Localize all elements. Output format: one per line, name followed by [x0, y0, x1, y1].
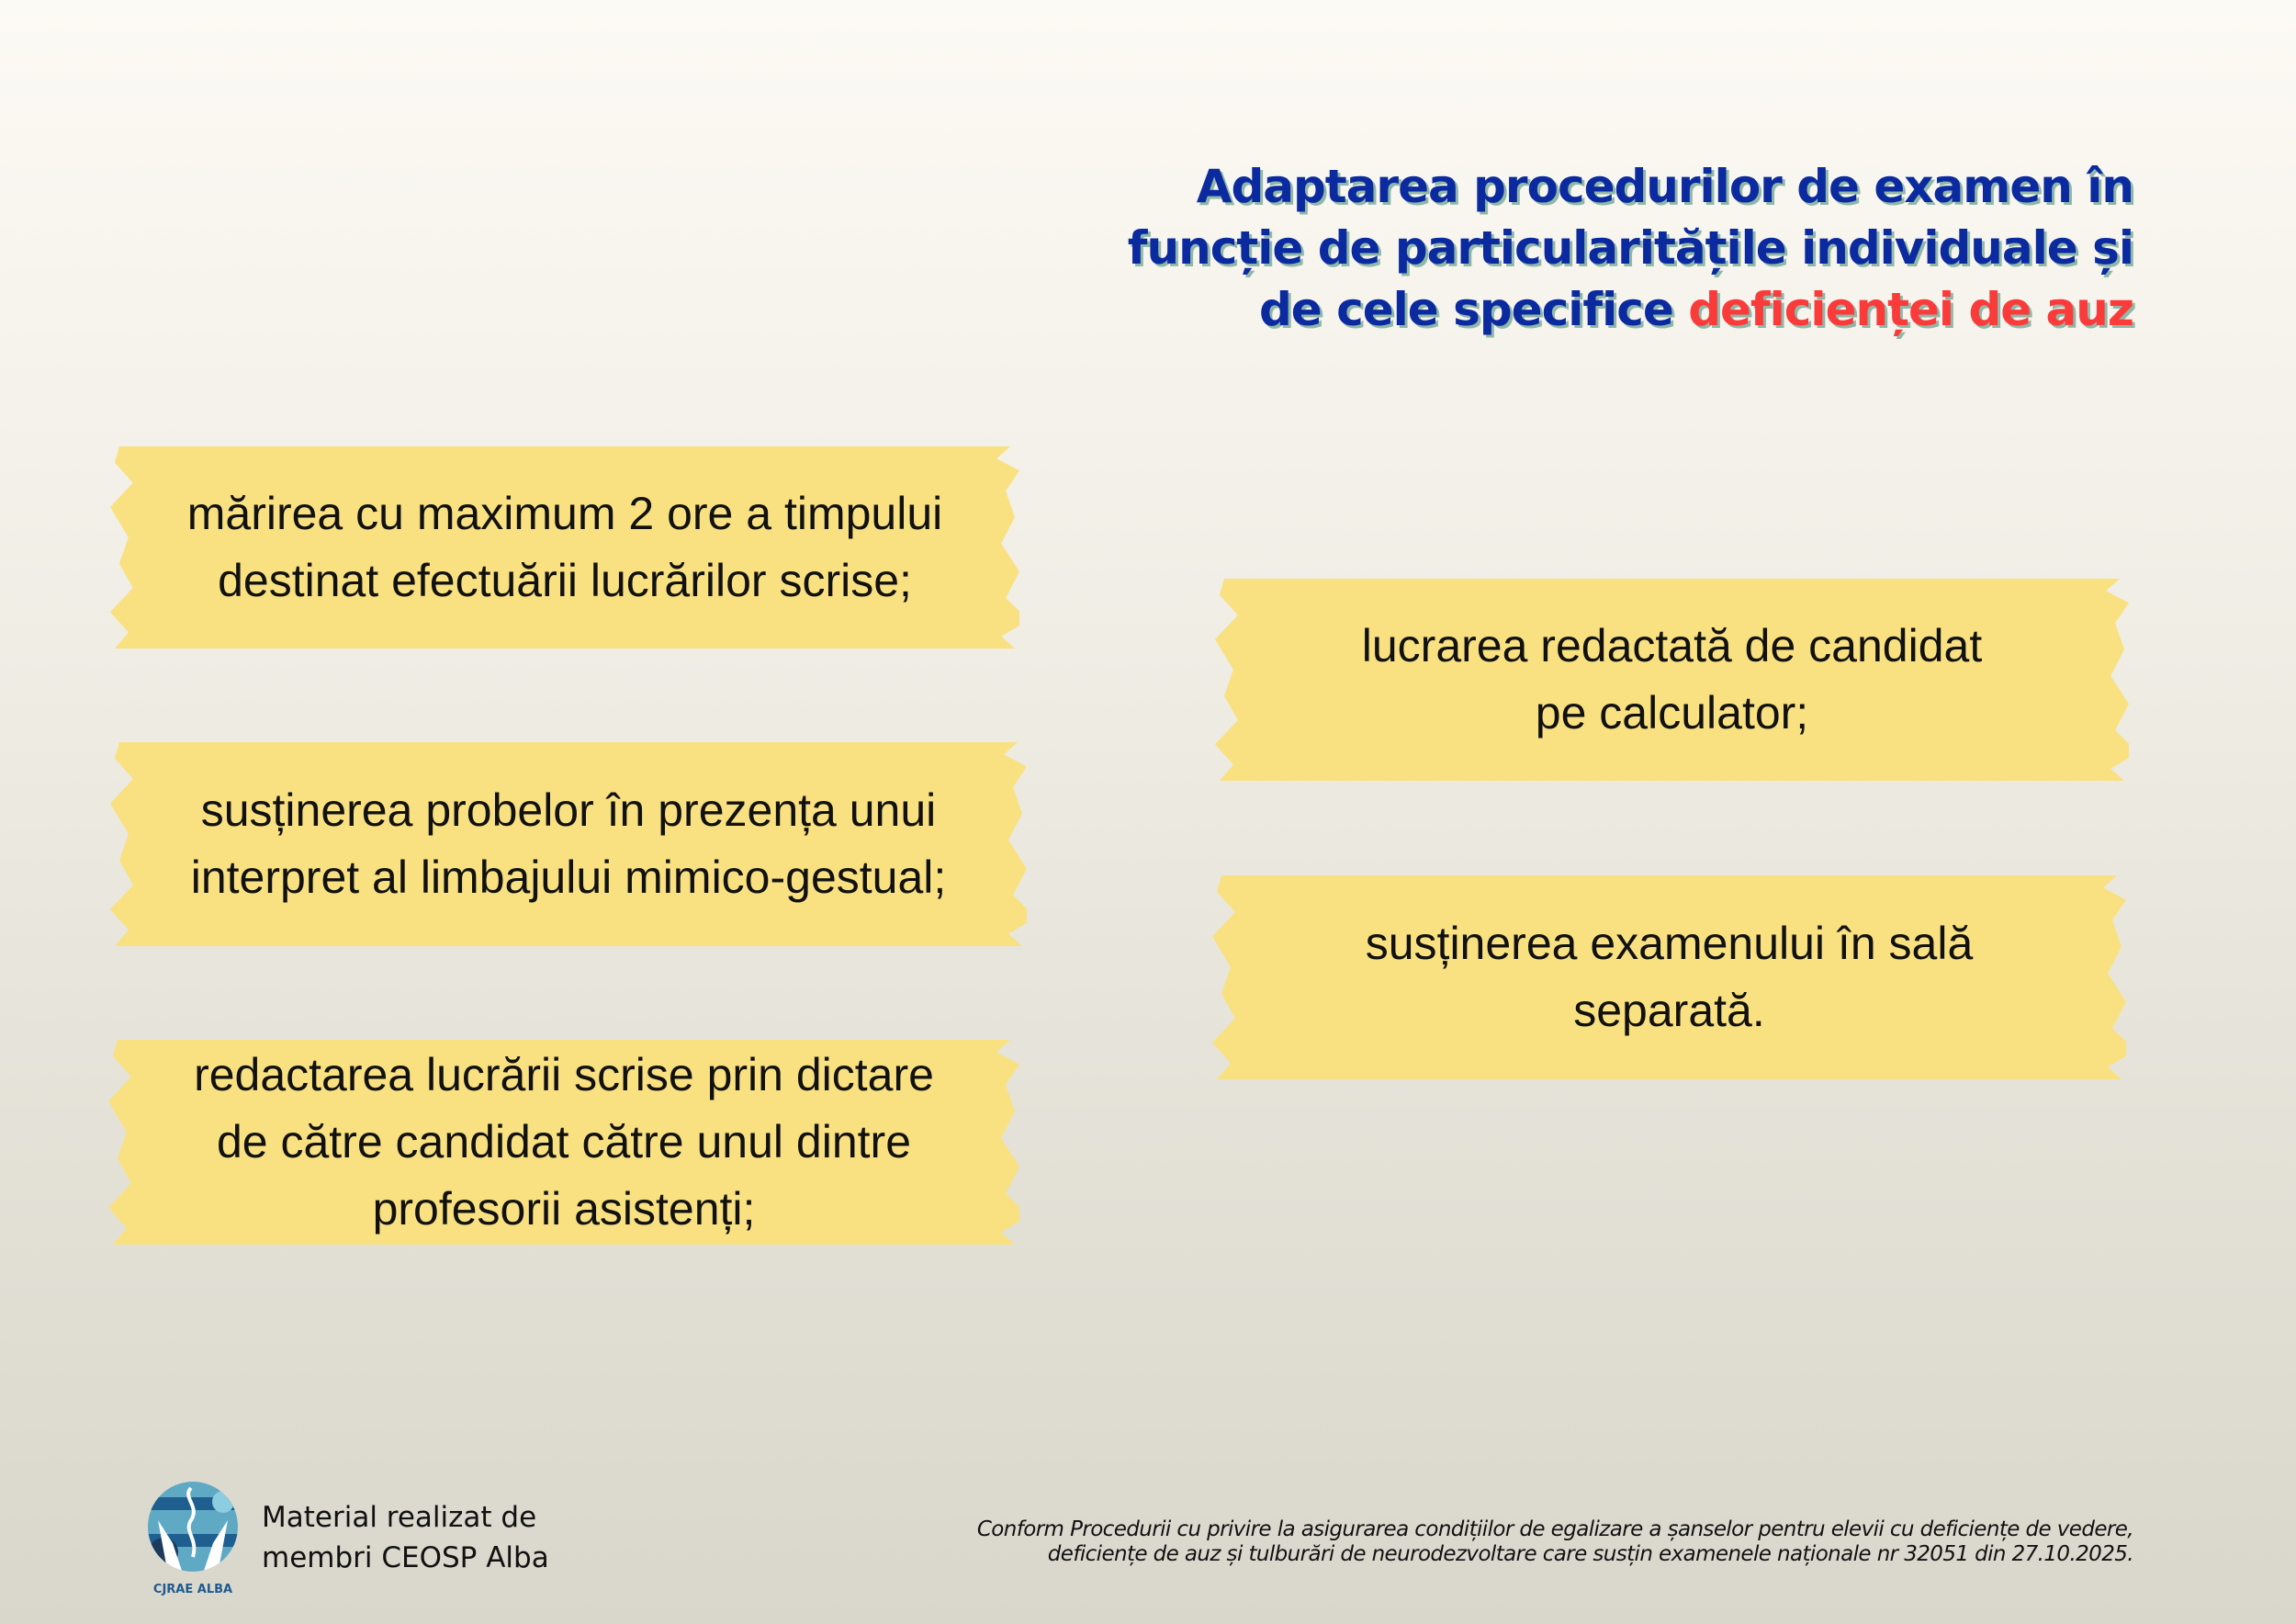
title-line-3: de cele specifice deficienței de auz: [940, 279, 2134, 341]
source-note: Conform Procedurii cu privire la asigura…: [756, 1517, 2134, 1567]
tape-text: interpret al limbajului mimico-gestual;: [190, 851, 947, 903]
tape-card: redactarea lucrării scrise prin dictare d…: [108, 1040, 1019, 1245]
title-prefix: de cele specifice: [1258, 283, 1689, 336]
credit-line: Material realizat de: [262, 1501, 537, 1534]
page-title: Adaptarea procedurilor de examen în func…: [940, 156, 2134, 341]
credit-text: Material realizat de membri CEOSP Alba: [262, 1497, 549, 1578]
logo-text: CJRAE ALBA: [153, 1583, 232, 1596]
tape-card: susținerea probelor în prezența unui inte…: [110, 742, 1027, 946]
tape-text: destinat efectuării lucrărilor scrise;: [218, 555, 912, 606]
tape-text: redactarea lucrării scrise prin dictare: [194, 1049, 934, 1100]
credit-line: membri CEOSP Alba: [262, 1541, 549, 1574]
tape-text: profesorii asistenți;: [372, 1183, 756, 1235]
cjrae-logo: CJRAE ALBA: [145, 1479, 241, 1598]
title-highlight: deficienței de auz: [1688, 283, 2134, 336]
tape-text: pe calculator;: [1535, 687, 1809, 739]
tape-text: mărirea cu maximum 2 ore a timpului: [186, 488, 943, 539]
tape-text: susținerea examenului în sală: [1365, 918, 1974, 969]
tape-card: mărirea cu maximum 2 ore a timpului desti…: [110, 446, 1019, 648]
tape-text: lucrarea redactată de candidat: [1361, 620, 1983, 671]
tape-card: lucrarea redactată de candidat pe calcula…: [1215, 579, 2129, 781]
title-line-2: funcție de particularitățile individuale…: [1127, 221, 2134, 275]
tape-text: separată.: [1573, 985, 1765, 1036]
title-line-1: Adaptarea procedurilor de examen în: [1196, 160, 2134, 213]
tape-text: de către candidat către unul dintre: [216, 1116, 911, 1167]
source-line: Conform Procedurii cu privire la asigura…: [976, 1517, 2134, 1541]
source-line: deficiențe de auz și tulburări de neurod…: [1047, 1542, 2134, 1566]
tape-text: susținerea probelor în prezența unui: [200, 784, 937, 836]
tape-card: susținerea examenului în sală separată.: [1212, 875, 2126, 1079]
